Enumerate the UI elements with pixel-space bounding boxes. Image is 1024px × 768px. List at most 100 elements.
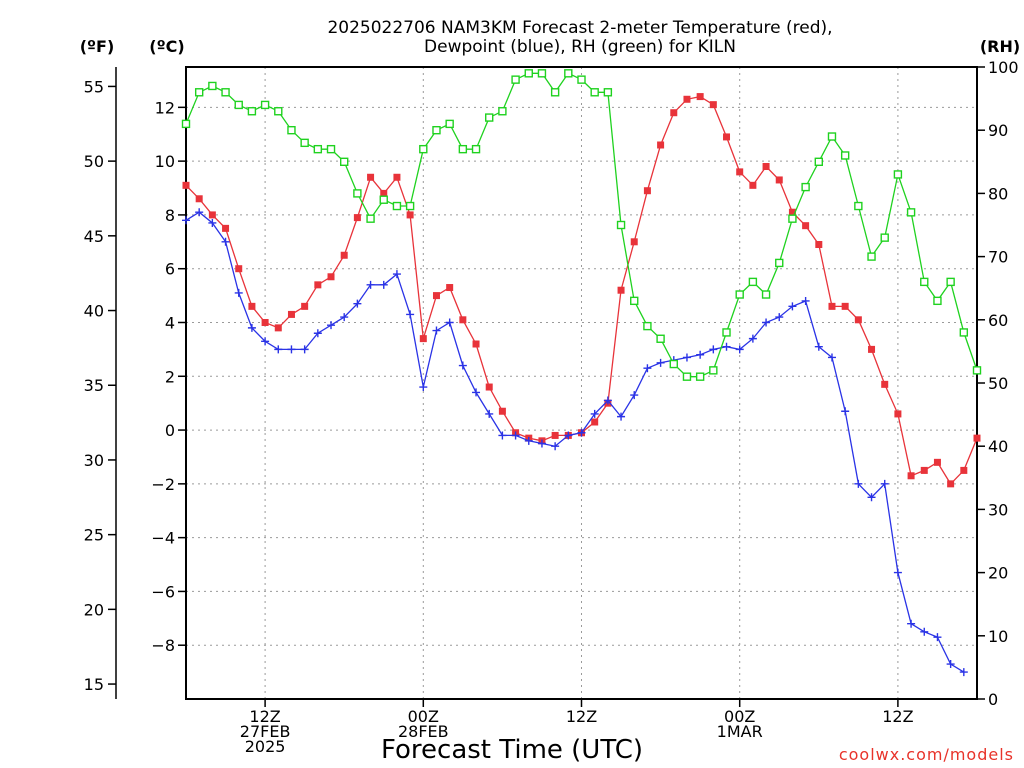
rh-point [471, 144, 481, 154]
rh-point [933, 296, 942, 306]
rh-point [485, 113, 494, 122]
rh-point [181, 119, 191, 129]
2-meter-temperature-point [261, 318, 269, 326]
rh-point [643, 321, 652, 331]
celsius-tick-label: 6 [165, 260, 175, 279]
2-meter-temperature-point [854, 316, 862, 324]
rh-point [972, 366, 982, 375]
dewpoint-point [392, 270, 401, 279]
2-meter-temperature-point [894, 410, 902, 418]
2-meter-temperature-point [617, 286, 625, 294]
celsius-tick-label: 2 [165, 367, 175, 386]
dewpoint-point [854, 479, 863, 488]
dewpoint-point [696, 350, 705, 359]
dewpoint-point [762, 318, 771, 327]
2-meter-temperature-point [182, 181, 190, 189]
dewpoint-line [185, 211, 965, 673]
2-meter-temperature-point [696, 93, 704, 101]
x-tick-label: 1MAR [717, 722, 763, 741]
rh-point [893, 170, 903, 179]
rh-point [234, 100, 243, 110]
fahrenheit-tick-label: 25 [84, 526, 104, 545]
2-meter-temperature-point [274, 324, 282, 332]
2-meter-temperature-point [353, 214, 361, 222]
dewpoint-point [590, 409, 599, 418]
rh-point [577, 75, 586, 84]
dewpoint-point [603, 396, 612, 405]
2-meter-temperature-point [287, 310, 295, 318]
rh-point [827, 132, 837, 141]
dewpoint-point [735, 345, 744, 354]
rh-point [392, 201, 402, 211]
dewpoint-point [208, 218, 217, 227]
2-meter-temperature-point [709, 101, 717, 109]
rh-point [366, 214, 375, 223]
dewpoint-point [867, 493, 876, 502]
2-meter-temperature-point [868, 345, 876, 353]
x-tick-label: 27FEB [240, 722, 291, 741]
rh-point [221, 88, 230, 97]
dewpoint-point [656, 358, 665, 367]
dewpoint-point [379, 280, 388, 289]
dewpoint-point [617, 412, 626, 421]
dewpoint-point [261, 337, 270, 346]
rh-tick-label: 10 [988, 627, 1008, 646]
dewpoint-point [827, 353, 836, 362]
rh-tick-label: 40 [988, 437, 1008, 456]
rh-tick-label: 20 [988, 564, 1008, 583]
2-meter-temperature-point [222, 224, 230, 232]
rh-point [498, 107, 507, 116]
fahrenheit-tick-label: 20 [84, 600, 104, 619]
x-tick-label: 00Z [724, 707, 755, 726]
rh-point [946, 277, 955, 287]
rh-point [353, 189, 362, 198]
2-meter-temperature-point [406, 211, 414, 219]
rh-point [458, 144, 468, 154]
celsius-tick-label: −6 [151, 582, 175, 601]
rh-point [590, 88, 599, 97]
2-meter-temperature-point [920, 466, 928, 474]
rh-point [260, 100, 270, 110]
dewpoint-point [498, 431, 507, 440]
grid-lines [186, 67, 977, 699]
dewpoint-point [182, 216, 190, 225]
rh-point [274, 107, 283, 116]
rh-point [537, 69, 547, 78]
rh-point [748, 277, 758, 287]
rh-point [247, 107, 257, 116]
2-meter-temperature-point [828, 302, 836, 310]
2-meter-temperature-point [907, 472, 915, 480]
rh-tick-label: 0 [988, 690, 998, 709]
dewpoint-point [537, 439, 546, 448]
2-meter-temperature-point [235, 265, 243, 273]
dewpoint-point [472, 388, 481, 397]
2-meter-temperature-point [459, 316, 467, 324]
2-meter-temperature-point [393, 173, 401, 181]
x-tick-label: 28FEB [398, 722, 449, 741]
credit-label: coolwx.com/models [839, 745, 1014, 764]
rh-tick-label: 100 [988, 58, 1019, 77]
x-tick-label: 12Z [566, 707, 597, 726]
rh-point [630, 296, 639, 306]
2-meter-temperature-point [802, 222, 810, 230]
x-tick-label: 12Z [882, 707, 913, 726]
rh-point [695, 372, 705, 381]
2-meter-temperature-point [657, 141, 665, 149]
2-meter-temperature-point [960, 466, 968, 474]
fahrenheit-tick-label: 30 [84, 451, 104, 470]
rh-point [208, 81, 217, 91]
rh-tick-label: 50 [988, 374, 1008, 393]
2-meter-temperature-point [933, 458, 941, 466]
dewpoint-point [788, 302, 797, 311]
rh-unit-label: (RH) [980, 37, 1020, 56]
rh-tick-label: 90 [988, 121, 1008, 140]
rh-point [735, 290, 744, 299]
2-meter-temperature-point [248, 302, 256, 310]
dewpoint-point [234, 288, 243, 297]
dewpoint-point [722, 342, 731, 351]
celsius-tick-label: −2 [151, 475, 175, 494]
2-meter-temperature-point [432, 292, 440, 300]
2-meter-temperature-point [762, 163, 770, 171]
rh-point [603, 88, 613, 97]
